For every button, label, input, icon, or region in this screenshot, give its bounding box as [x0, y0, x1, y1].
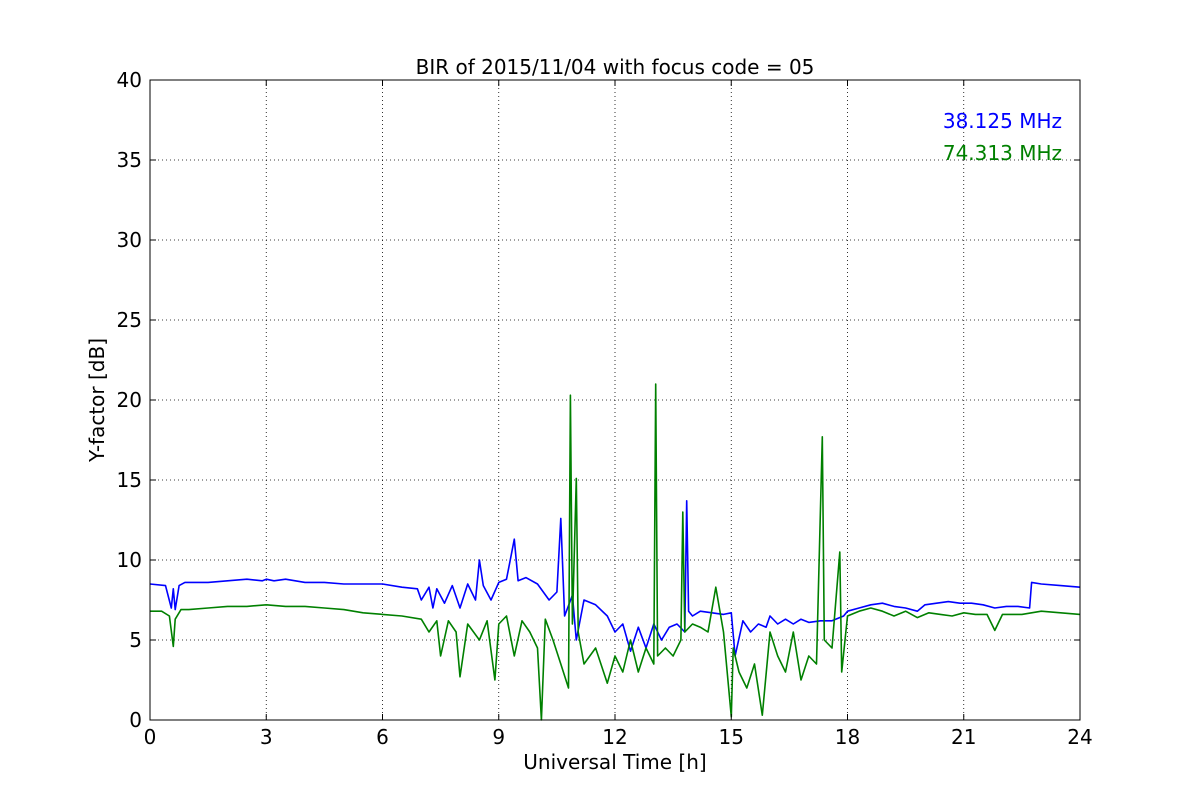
x-tick-label: 9 — [492, 725, 505, 749]
y-tick-label: 20 — [117, 388, 142, 412]
chart-title: BIR of 2015/11/04 with focus code = 05 — [416, 55, 815, 79]
y-tick-label: 10 — [117, 548, 142, 572]
x-tick-label: 6 — [376, 725, 389, 749]
axis-ticks: 0 3 6 9 12 15 18 21 24 0 5 10 15 20 25 30 35 40 — [117, 68, 1093, 749]
x-tick-label: 3 — [260, 725, 273, 749]
x-tick-label: 24 — [1067, 725, 1092, 749]
series-line-2 — [150, 383, 1081, 721]
y-tick-label: 0 — [129, 708, 142, 732]
x-tick-label: 12 — [602, 725, 627, 749]
legend-entry-series-2: 74.313 MHz — [943, 141, 1062, 165]
y-tick-label: 40 — [117, 68, 142, 92]
y-tick-label: 35 — [117, 148, 142, 172]
x-tick-label: 21 — [951, 725, 976, 749]
y-axis-title: Y-factor [dB] — [85, 338, 109, 463]
legend-entry-series-1: 38.125 MHz — [943, 109, 1062, 133]
series-line-1 — [149, 499, 1081, 657]
legend: 38.125 MHz 74.313 MHz — [943, 109, 1062, 165]
x-tick-label: 15 — [719, 725, 744, 749]
x-tick-label: 0 — [144, 725, 157, 749]
x-tick-label: 18 — [835, 725, 860, 749]
y-tick-label: 15 — [117, 468, 142, 492]
grid — [150, 80, 1080, 720]
y-tick-label: 25 — [117, 308, 142, 332]
x-axis-title: Universal Time [h] — [523, 750, 706, 774]
y-tick-label: 5 — [129, 628, 142, 652]
plot-series — [149, 383, 1081, 721]
y-tick-label: 30 — [117, 228, 142, 252]
